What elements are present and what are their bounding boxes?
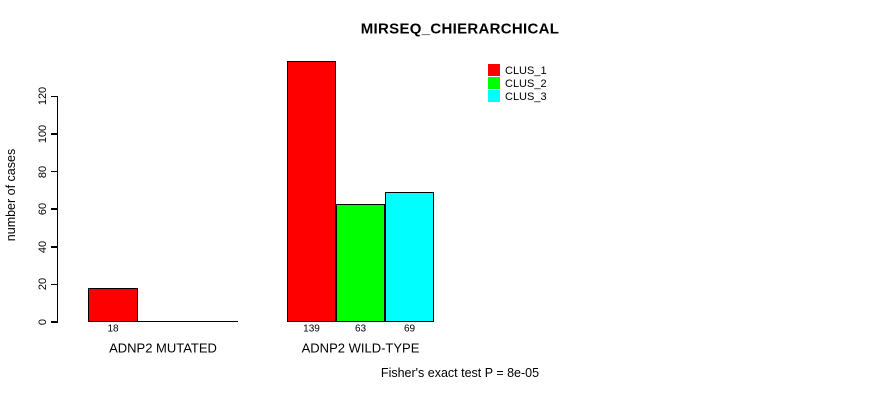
y-axis-tick-label: 100: [37, 124, 49, 144]
y-axis-tick-label: 0: [37, 318, 49, 326]
y-axis-tick-label: 40: [37, 240, 49, 253]
y-axis-tick: [50, 208, 57, 210]
y-axis-tick-label: 20: [37, 278, 49, 291]
y-axis-tick: [50, 283, 57, 286]
x-category-label: ADNP2 MUTATED: [109, 340, 217, 356]
bar-clus_2-wildtype: [336, 203, 385, 322]
y-axis-label: number of cases: [4, 148, 18, 242]
bar-clus_1-wildtype: [287, 60, 336, 322]
bar-value-label: 63: [354, 323, 367, 335]
y-axis-tick: [50, 246, 57, 248]
y-axis-tick: [50, 95, 57, 98]
y-axis-tick: [50, 321, 57, 323]
bar-value-label: 69: [403, 323, 416, 335]
legend-swatch-clus_1: [488, 64, 500, 76]
y-axis-tick: [50, 170, 57, 173]
y-axis-tick-label: 120: [37, 87, 49, 106]
y-axis-line: [56, 95, 58, 323]
legend-swatch-clus_2: [488, 77, 500, 89]
bar-value-label: 18: [107, 323, 119, 335]
legend-label-clus_2: CLUS_2: [505, 77, 547, 90]
bar-clus_3-wildtype: [385, 192, 434, 322]
bar-value-label: 139: [303, 323, 320, 335]
legend-label-clus_1: CLUS_1: [505, 64, 547, 77]
bar-clus_1-mutated: [88, 288, 138, 322]
zero-baseline-segment: [188, 320, 238, 322]
footer-annotation: Fisher's exact test P = 8e-05: [380, 366, 540, 380]
chart-title: MIRSEQ_CHIERARCHICAL: [360, 20, 560, 38]
y-axis-tick: [50, 133, 57, 135]
legend-label-clus_3: CLUS_3: [505, 90, 547, 103]
y-axis-tick-label: 80: [37, 165, 49, 178]
y-axis-tick-label: 60: [37, 203, 49, 216]
zero-baseline-segment: [138, 320, 188, 322]
legend-swatch-clus_3: [488, 90, 500, 102]
x-category-label: ADNP2 WILD-TYPE: [301, 340, 420, 356]
